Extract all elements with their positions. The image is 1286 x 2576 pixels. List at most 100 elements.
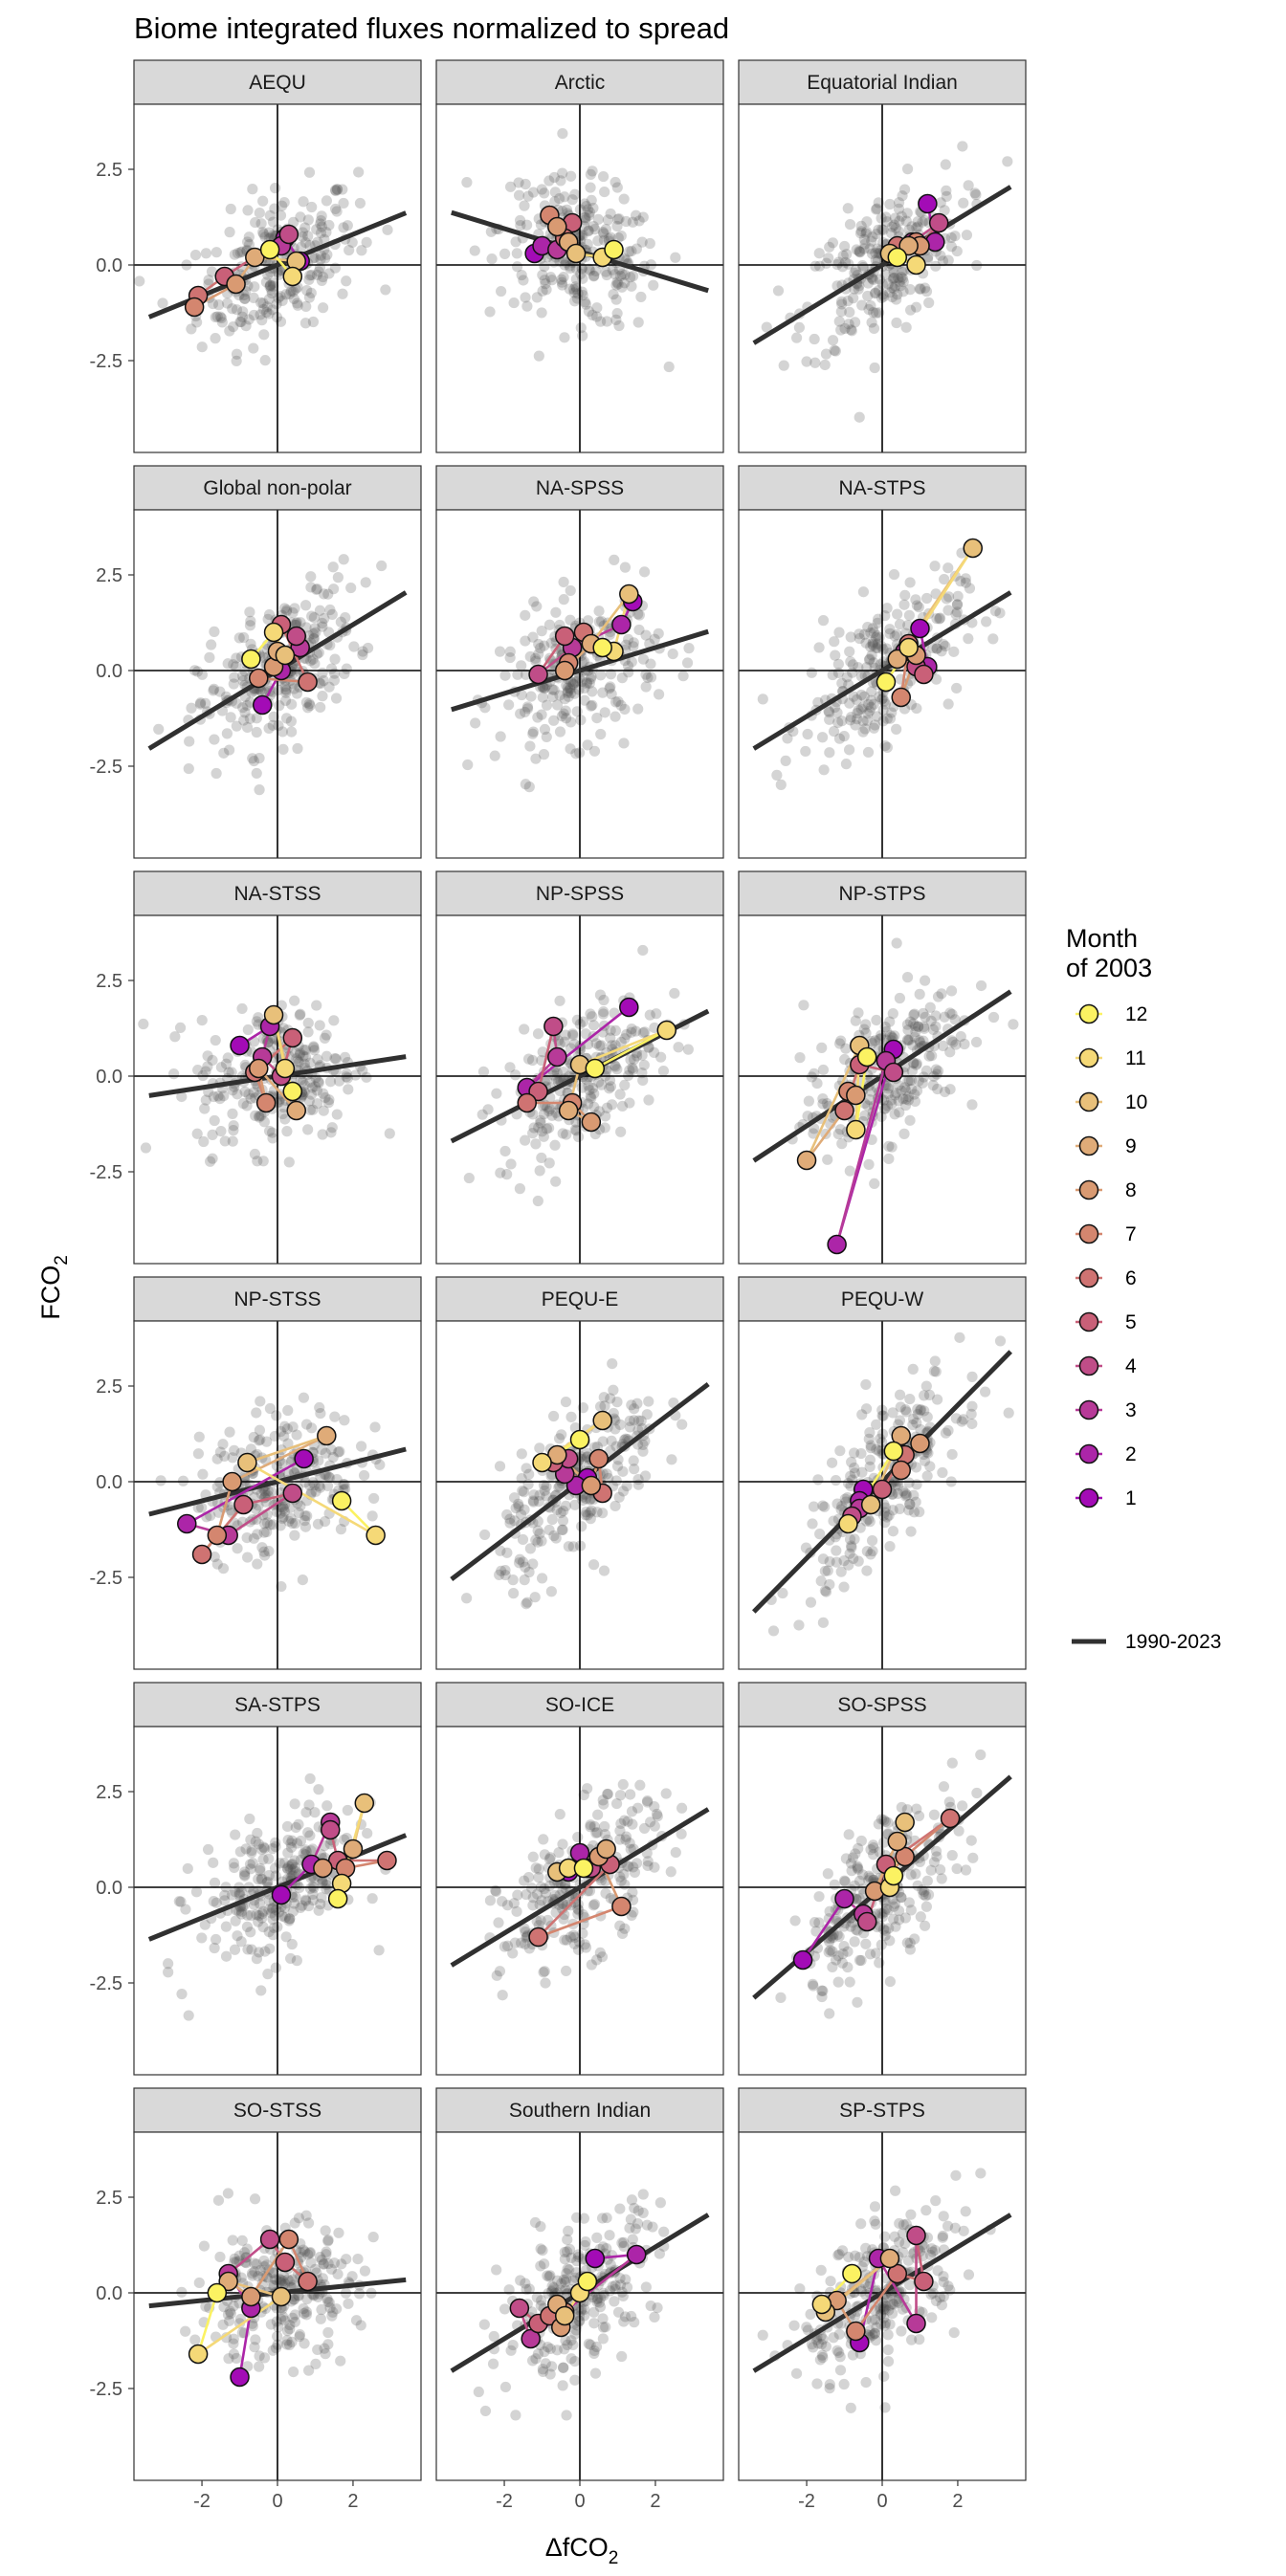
background-point (900, 1100, 911, 1111)
background-point (865, 1549, 876, 1559)
background-point (633, 2206, 644, 2216)
background-point (252, 1953, 262, 1964)
background-point (632, 244, 642, 254)
background-point (339, 1415, 349, 1425)
background-point (220, 1135, 231, 1146)
background-point (322, 2235, 333, 2245)
background-point (508, 1574, 519, 1585)
background-point (184, 2010, 194, 2020)
background-point (224, 1427, 234, 1438)
background-point (461, 177, 472, 187)
background-point (612, 696, 623, 707)
x-tick-label: -2 (193, 2491, 211, 2512)
background-point (914, 602, 924, 612)
background-point (859, 234, 870, 245)
background-point (868, 1839, 878, 1850)
background-point (156, 1475, 166, 1486)
background-point (280, 688, 291, 698)
background-point (530, 2217, 541, 2228)
background-point (565, 1412, 576, 1422)
background-point (856, 1409, 867, 1420)
background-point (831, 1475, 841, 1486)
background-point (495, 647, 505, 657)
background-point (637, 1446, 648, 1457)
background-point (899, 590, 910, 601)
background-point (941, 159, 951, 169)
background-point (932, 644, 942, 654)
background-point (210, 333, 220, 343)
background-point (818, 1065, 829, 1075)
month-point-8 (847, 1087, 865, 1105)
background-point (891, 724, 901, 735)
background-point (914, 1075, 924, 1086)
background-point (839, 1054, 850, 1065)
strip-label: Equatorial Indian (807, 72, 958, 94)
background-point (206, 639, 216, 650)
background-point (277, 744, 288, 755)
background-point (521, 220, 532, 231)
background-point (955, 576, 965, 586)
background-point (319, 588, 329, 599)
background-point (362, 1828, 372, 1838)
background-point (335, 2356, 345, 2367)
background-point (180, 2326, 190, 2337)
background-point (904, 610, 915, 621)
month-point-2 (612, 616, 631, 634)
background-point (359, 1470, 369, 1481)
background-point (333, 2228, 344, 2238)
background-point (899, 184, 910, 194)
background-point (944, 1796, 955, 1807)
background-point (885, 1976, 896, 1987)
background-point (910, 1021, 920, 1031)
background-point (593, 214, 604, 225)
month-point-2 (828, 1236, 846, 1254)
background-point (975, 1750, 986, 1760)
background-point (558, 1506, 568, 1516)
background-point (831, 707, 842, 717)
background-point (995, 1335, 1006, 1346)
background-point (626, 1399, 636, 1410)
month-point-11 (907, 256, 925, 275)
background-point (949, 231, 960, 241)
background-point (282, 1821, 293, 1832)
background-point (527, 1055, 538, 1066)
background-point (518, 275, 528, 285)
background-point (558, 577, 568, 587)
background-point (821, 258, 831, 269)
background-point (564, 1541, 574, 1552)
background-point (926, 1016, 937, 1026)
background-point (290, 1518, 300, 1529)
background-point (228, 321, 238, 332)
background-point (604, 2230, 614, 2240)
background-point (609, 2296, 619, 2306)
background-point (902, 1035, 913, 1046)
background-point (286, 726, 297, 737)
background-point (301, 2294, 312, 2304)
background-point (224, 227, 234, 237)
background-point (322, 2293, 332, 2303)
background-point (971, 1788, 982, 1798)
background-point (299, 1059, 310, 1069)
background-point (225, 2306, 235, 2317)
background-point (563, 683, 573, 694)
background-point (669, 988, 679, 999)
background-point (211, 1934, 221, 1945)
background-point (851, 1016, 861, 1026)
background-point (639, 1060, 650, 1070)
background-point (312, 2345, 322, 2355)
background-point (618, 1779, 629, 1790)
background-point (595, 1401, 606, 1412)
background-point (921, 1902, 932, 1912)
background-point (521, 1463, 532, 1473)
month-point-5 (915, 666, 933, 684)
background-point (942, 1425, 953, 1436)
background-point (629, 637, 639, 648)
background-point (306, 202, 317, 212)
month-point-9 (318, 1427, 336, 1445)
background-point (542, 732, 552, 742)
background-point (850, 719, 860, 730)
background-point (341, 275, 351, 286)
background-point (569, 189, 580, 200)
